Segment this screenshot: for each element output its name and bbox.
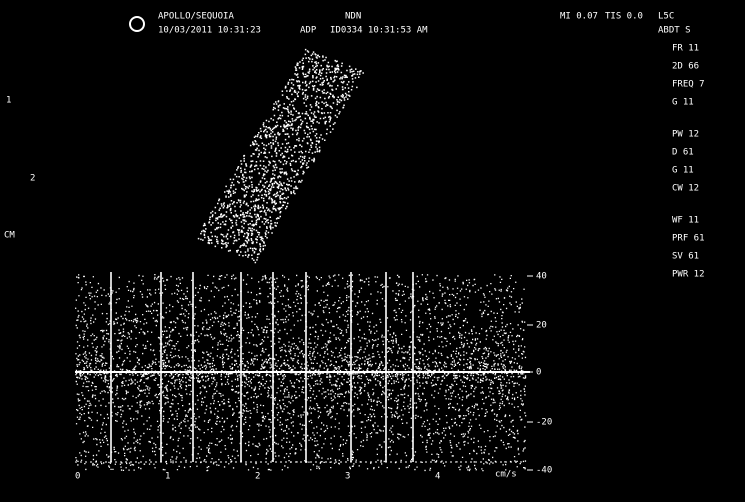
scale-label: -40 <box>536 466 552 476</box>
panel-title: ABDT S <box>658 26 691 36</box>
panel-line: D 61 <box>672 148 694 158</box>
time-tick-label: 4 <box>435 472 440 482</box>
depth-marker: CM <box>4 231 15 241</box>
panel-line: FR 11 <box>672 44 699 54</box>
doppler-streak <box>412 272 414 462</box>
panel-line: G 11 <box>672 166 694 176</box>
time-tick-label: 0 <box>75 472 80 482</box>
tis: TIS 0.0 <box>605 12 643 22</box>
prefix: ADP <box>300 26 317 36</box>
scale-label: 20 <box>536 321 547 331</box>
panel-line: 2D 66 <box>672 62 699 72</box>
time-tick-label: 3 <box>345 472 350 482</box>
panel-line: PW 12 <box>672 130 699 140</box>
probe: L5C <box>658 12 674 22</box>
doppler-streak <box>305 272 307 462</box>
scale-label: 40 <box>536 272 547 282</box>
panel-line: FREQ 7 <box>672 80 705 90</box>
logo-text: APOLLO/SEQUOIA <box>158 12 234 22</box>
date: 10/03/2011 10:31:23 <box>158 26 261 36</box>
doppler-streak <box>110 272 112 462</box>
exam: ID0334 10:31:53 AM <box>330 26 428 36</box>
doppler-streak <box>272 272 274 462</box>
time-tick-label: 2 <box>255 472 260 482</box>
doppler-streak <box>160 272 162 462</box>
scale-label: -20 <box>536 418 552 428</box>
panel-line: G 11 <box>672 98 694 108</box>
panel-line: CW 12 <box>672 184 699 194</box>
scale-label: 0 <box>536 368 541 378</box>
panel-line: PRF 61 <box>672 234 705 244</box>
depth-marker: 1 <box>6 96 11 106</box>
doppler-streak <box>350 272 352 462</box>
doppler-streak <box>192 272 194 462</box>
mi: MI 0.07 <box>560 12 598 22</box>
speckle-layer <box>75 48 527 472</box>
panel-line: WF 11 <box>672 216 699 226</box>
scale-unit: cm/s <box>495 470 517 480</box>
panel-line: SV 61 <box>672 252 699 262</box>
time-tick-label: 1 <box>165 472 170 482</box>
site: NDN <box>345 12 361 22</box>
panel-line: PWR 12 <box>672 270 705 280</box>
doppler-streak <box>240 272 242 462</box>
doppler-streak <box>385 272 387 462</box>
logo-icon <box>129 16 145 32</box>
depth-marker: 2 <box>30 174 35 184</box>
